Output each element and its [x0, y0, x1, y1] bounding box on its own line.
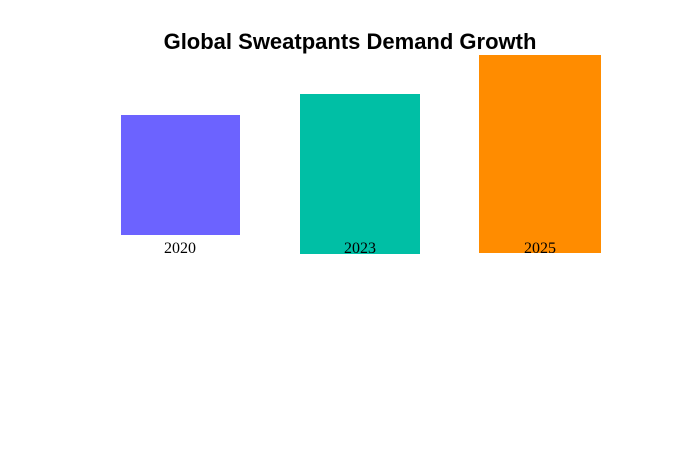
bar-label-2023: 2023 — [344, 240, 376, 257]
bar-2025 — [479, 55, 601, 253]
bar-2023 — [300, 94, 420, 254]
chart-title: Global Sweatpants Demand Growth — [163, 29, 537, 54]
bar-2020 — [121, 115, 240, 235]
bar-label-2020: 2020 — [164, 240, 196, 257]
bar-label-2025: 2025 — [524, 240, 556, 257]
